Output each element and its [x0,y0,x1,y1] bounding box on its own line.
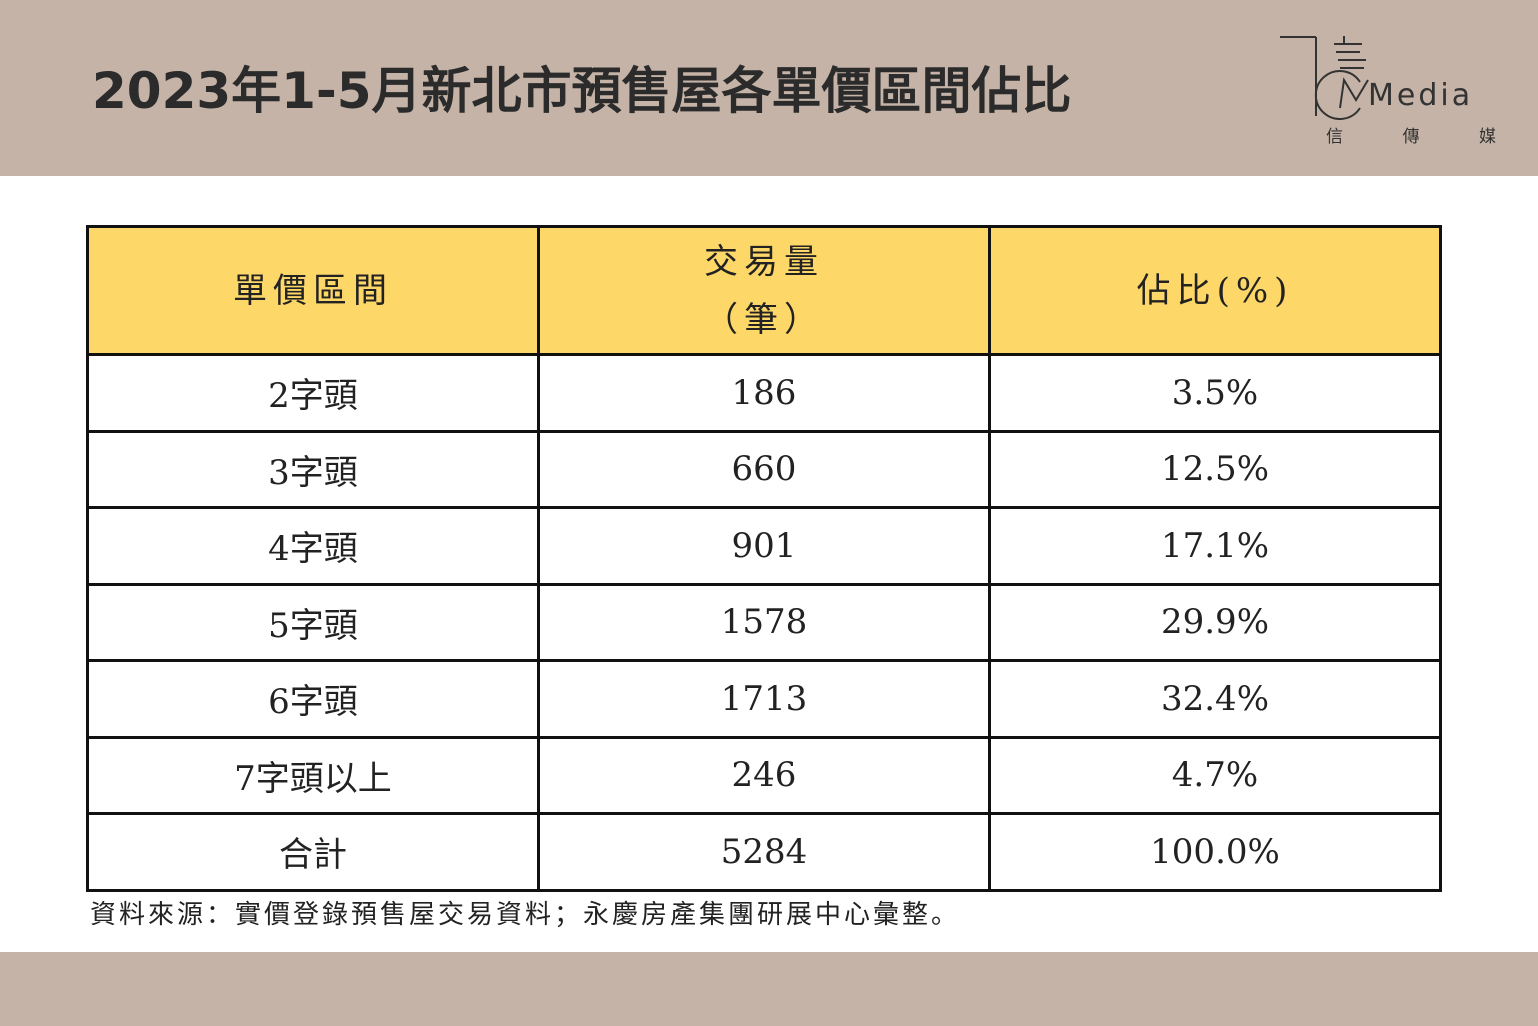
cell-count: 5284 [537,812,991,892]
price-range-table: 單價區間 交易量 （筆） 佔比(%) 2字頭 186 3.5% 3字頭 660 … [86,225,1442,892]
header-band: 2023年1-5月新北市預售屋各單價區間佔比 Media 信 傳 媒 [0,0,1538,176]
cell-share: 29.9% [988,582,1442,662]
media-logo: Media 信 傳 媒 [1276,30,1506,160]
cell-count: 901 [537,506,991,586]
cell-share: 12.5% [988,429,1442,509]
table-header-row: 單價區間 交易量 （筆） 佔比(%) [86,225,1442,356]
table-row: 2字頭 186 3.5% [86,353,1442,433]
cell-share: 32.4% [988,659,1442,739]
logo-sub-char: 媒 [1479,127,1496,147]
header-share: 佔比(%) [988,225,1442,356]
cell-range: 4字頭 [86,506,540,586]
logo-subtitle: 信 傳 媒 [1326,122,1496,147]
table-row: 6字頭 1713 32.4% [86,659,1442,739]
table-row: 5字頭 1578 29.9% [86,582,1442,662]
cell-count: 186 [537,353,991,433]
source-note: 資料來源：實價登錄預售屋交易資料；永慶房產集團研展中心彙整。 [90,900,961,930]
cell-count: 1713 [537,659,991,739]
header-volume: 交易量 （筆） [537,225,991,356]
cell-range: 5字頭 [86,582,540,662]
cell-range: 7字頭以上 [86,735,540,815]
cell-range: 3字頭 [86,429,540,509]
cell-count: 660 [537,429,991,509]
cell-share: 4.7% [988,735,1442,815]
logo-word: Media [1368,78,1474,113]
cell-share: 100.0% [988,812,1442,892]
cell-share: 3.5% [988,353,1442,433]
cell-range: 合計 [86,812,540,892]
table-row: 4字頭 901 17.1% [86,506,1442,586]
cell-range: 2字頭 [86,353,540,433]
cell-count: 246 [537,735,991,815]
header-price-range: 單價區間 [86,225,540,356]
footer-band [0,952,1538,1026]
header-volume-unit: （筆） [704,299,824,340]
cell-count: 1578 [537,582,991,662]
logo-sub-char: 信 [1326,127,1343,147]
table-total-row: 合計 5284 100.0% [86,812,1442,892]
table-row: 3字頭 660 12.5% [86,429,1442,509]
logo-sub-char: 傳 [1402,127,1420,147]
cell-share: 17.1% [988,506,1442,586]
page-title: 2023年1-5月新北市預售屋各單價區間佔比 [92,62,1072,120]
table-row: 7字頭以上 246 4.7% [86,735,1442,815]
cell-range: 6字頭 [86,659,540,739]
header-volume-label: 交易量 [704,241,824,282]
logo-mark-icon [1280,36,1369,120]
